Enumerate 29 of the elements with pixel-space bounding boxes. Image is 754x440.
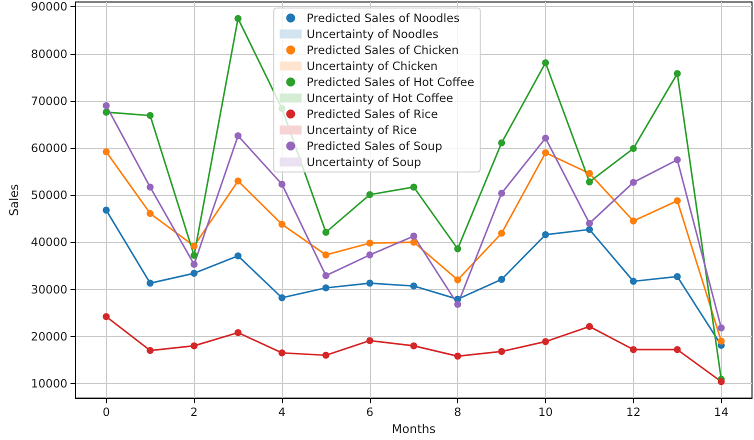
legend-label: Uncertainty of Rice [306,123,417,137]
legend-label: Uncertainty of Hot Coffee [306,91,454,105]
legend-label: Uncertainty of Noodles [306,27,439,41]
y-tick-label: 90000 [30,0,68,14]
legend-label: Predicted Sales of Chicken [306,43,459,57]
legend-label: Uncertainty of Chicken [306,59,438,73]
x-tick-label: 0 [102,405,110,420]
y-tick-label: 60000 [30,141,68,156]
x-tick-label: 4 [278,405,286,420]
x-tick-label: 14 [714,405,729,420]
legend-label: Uncertainty of Soup [306,155,422,169]
y-tick-label: 50000 [30,188,68,202]
x-tick-label: 6 [366,405,374,420]
x-tick-label: 10 [538,405,553,420]
legend-label: Predicted Sales of Soup [306,139,442,153]
y-axis-title: Sales [7,184,21,216]
x-tick-label: 2 [190,405,198,420]
legend-label: Predicted Sales of Hot Coffee [306,75,474,89]
y-tick-label: 80000 [30,46,68,61]
y-tick-label: 20000 [30,329,68,344]
y-tick-label: 30000 [30,282,68,296]
y-tick-label: 10000 [30,376,68,390]
x-axis-title: Months [392,422,436,436]
x-tick-label: 8 [454,405,462,420]
legend-label: Predicted Sales of Noodles [306,11,460,25]
legend-label: Predicted Sales of Rice [306,107,438,121]
y-tick-label: 70000 [30,94,68,108]
x-tick-label: 12 [626,405,641,420]
y-tick-label: 40000 [30,235,68,250]
